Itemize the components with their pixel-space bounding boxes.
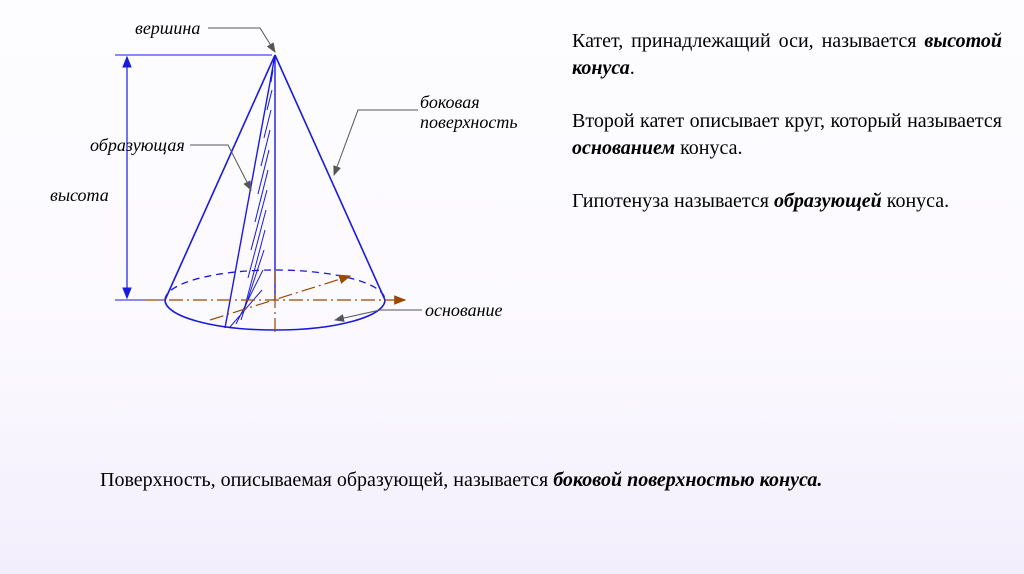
p1-c: . bbox=[630, 57, 635, 79]
para-generatrix: Гипотенуза называется образую­щей конуса… bbox=[572, 188, 1002, 215]
p1-a: Катет, принадлежащий оси, называется bbox=[572, 30, 924, 52]
para-height: Катет, принадлежащий оси, называется выс… bbox=[572, 28, 1002, 82]
cone-svg bbox=[50, 10, 490, 350]
bottom-paragraph: Поверхность, описываемая образующей, наз… bbox=[60, 458, 990, 502]
p3-b: образую­щей bbox=[774, 190, 882, 212]
bottom-b: боковой поверхностью конуса. bbox=[553, 469, 822, 491]
bottom-a: Поверхность, описываемая образующей, наз… bbox=[100, 469, 553, 491]
p2-b: основанием bbox=[572, 137, 675, 159]
p2-a: Второй катет описывает круг, который наз… bbox=[572, 110, 1002, 132]
label-apex: вершина bbox=[135, 18, 200, 40]
para-base: Второй катет описывает круг, который наз… bbox=[572, 108, 1002, 162]
bottom-indent bbox=[60, 469, 100, 491]
page-root: вершина высота образующая боковая поверх… bbox=[0, 0, 1024, 574]
text-column: Катет, принадлежащий оси, называется выс… bbox=[572, 28, 1002, 241]
cone-diagram: вершина высота образующая боковая поверх… bbox=[50, 10, 490, 350]
label-generatrix: образующая bbox=[90, 135, 185, 157]
p2-c: конуса. bbox=[675, 137, 742, 159]
label-lateral-2: поверхность bbox=[420, 112, 518, 134]
p3-a: Гипотенуза называется bbox=[572, 190, 774, 212]
label-base: основание bbox=[425, 300, 503, 322]
p3-c: конуса. bbox=[882, 190, 949, 212]
label-height: высота bbox=[50, 185, 109, 207]
label-lateral-1: боковая bbox=[420, 92, 480, 114]
